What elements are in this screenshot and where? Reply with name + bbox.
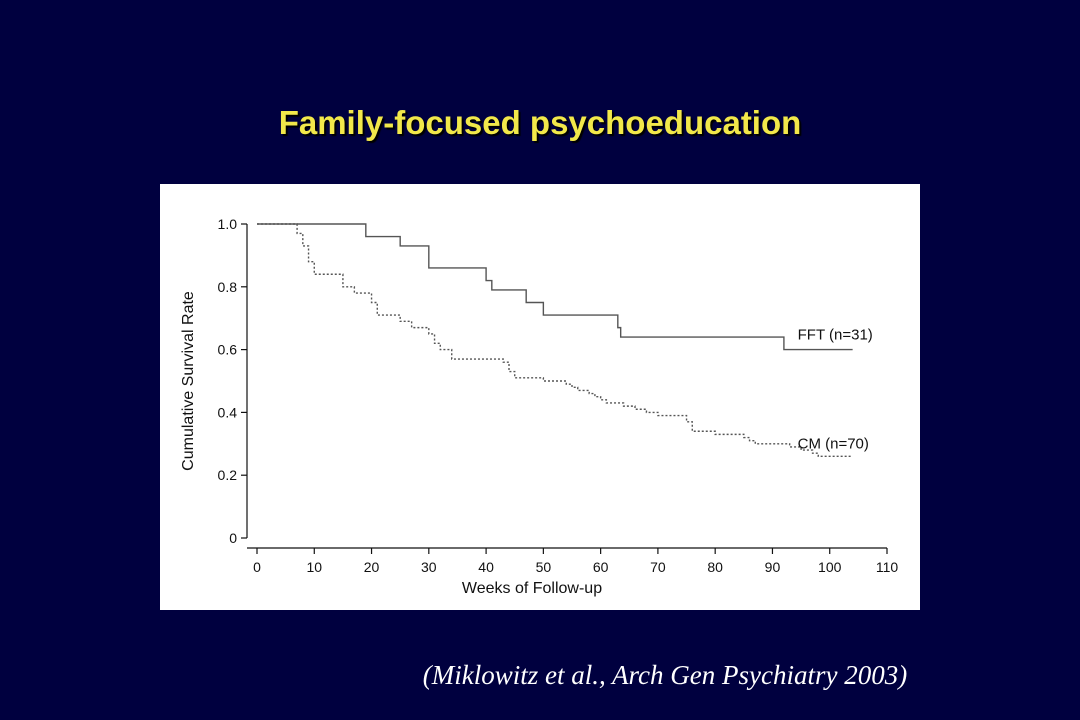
y-tick-label: 0.4	[218, 404, 238, 420]
survival-chart: 0 0.2 0.4 0.6 0.8 1.0 0 10 20 30 40 50 60 70 80 90 100 11…	[180, 216, 899, 597]
x-tick-label: 40	[478, 559, 494, 575]
cm-series-label: CM (n=70)	[798, 435, 869, 452]
fft-series-label: FFT (n=31)	[798, 327, 873, 344]
x-tick-label: 70	[650, 559, 666, 575]
y-tick-label: 1.0	[218, 216, 238, 232]
x-tick-label: 30	[421, 559, 437, 575]
x-tick-label: 100	[818, 559, 842, 575]
fft-series-line	[257, 223, 853, 351]
x-tick-label: 90	[765, 559, 781, 575]
x-tick-label: 60	[593, 559, 609, 575]
chart-panel: 0 0.2 0.4 0.6 0.8 1.0 0 10 20 30 40 50 60 70 80 90 100 11…	[160, 184, 920, 610]
slide-title: Family-focused psychoeducation	[278, 104, 802, 141]
x-tick-label: 0	[253, 559, 261, 575]
y-axis-title: Cumulative Survival Rate	[180, 291, 197, 471]
citation: (Miklowitz et al., Arch Gen Psychiatry 2…	[422, 660, 908, 690]
y-tick-label: 0.6	[218, 342, 238, 358]
y-tick-label: 0	[229, 530, 237, 546]
x-tick-label: 50	[536, 559, 552, 575]
y-tick-label: 0.8	[218, 279, 238, 295]
x-axis-title: Weeks of Follow-up	[462, 580, 602, 597]
x-tick-label: 20	[364, 559, 380, 575]
x-tick-label: 110	[876, 559, 899, 575]
y-tick-label: 0.2	[218, 467, 238, 483]
cm-series-line	[257, 223, 853, 458]
x-tick-label: 10	[306, 559, 322, 575]
x-tick-label: 80	[707, 559, 723, 575]
